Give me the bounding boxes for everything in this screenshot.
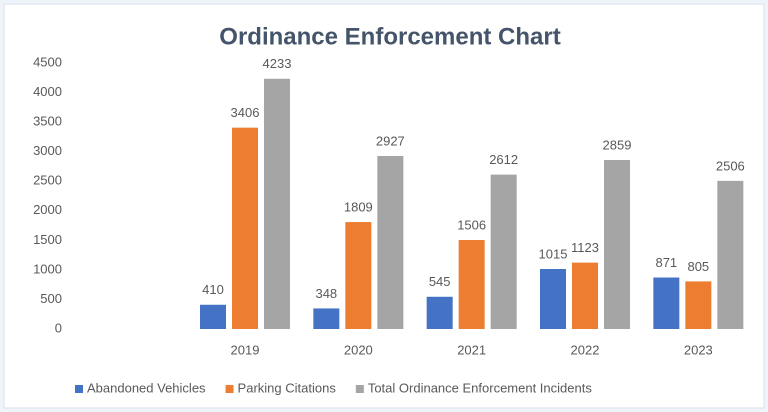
data-label: 1506: [457, 217, 486, 232]
bar: [717, 180, 744, 329]
data-label: 4233: [263, 56, 292, 71]
y-tick-label: 0: [55, 320, 62, 335]
bar: [345, 222, 372, 329]
y-tick-label: 1000: [33, 261, 62, 276]
bar: [264, 78, 290, 329]
y-tick-label: 4000: [33, 84, 62, 99]
y-tick-label: 2000: [33, 202, 62, 217]
data-label: 3406: [231, 105, 260, 120]
legend-label: Abandoned Vehicles: [87, 380, 206, 395]
data-label: 348: [315, 286, 337, 301]
y-tick-label: 500: [40, 291, 62, 306]
bar: [490, 174, 517, 329]
bar: [313, 308, 340, 329]
y-tick-label: 3500: [33, 114, 62, 129]
y-tick-label: 4500: [33, 54, 62, 69]
data-label: 545: [429, 274, 451, 289]
bar: [426, 296, 453, 329]
legend-marker: [355, 385, 364, 393]
bar: [685, 281, 712, 329]
bar: [572, 262, 598, 329]
data-label: 1123: [571, 240, 599, 255]
x-tick-label: 2023: [684, 342, 713, 357]
data-label: 1809: [344, 200, 373, 215]
legend-marker: [75, 385, 83, 393]
data-label: 410: [202, 282, 224, 297]
y-tick-label: 1500: [33, 232, 62, 247]
x-tick-label: 2022: [571, 342, 600, 357]
data-label: 2859: [603, 137, 632, 152]
legend-label: Total Ordinance Enforcement Incidents: [368, 380, 593, 395]
data-label: 871: [655, 255, 677, 270]
legend-label: Parking Citations: [238, 380, 337, 395]
bar: [200, 304, 226, 329]
x-tick-label: 2019: [231, 342, 260, 357]
bar: [377, 155, 404, 329]
y-tick-label: 2500: [33, 173, 62, 188]
data-label: 805: [687, 259, 709, 274]
data-label: 2927: [376, 133, 405, 148]
y-tick-label: 3000: [33, 143, 62, 158]
bar: [232, 127, 258, 329]
bar: [540, 269, 566, 329]
data-label: 1015: [539, 246, 568, 261]
bar: [653, 277, 680, 329]
x-tick-label: 2021: [457, 342, 486, 357]
x-tick-label: 2020: [344, 342, 373, 357]
chart-title: Ordinance Enforcement Chart: [219, 23, 560, 50]
legend-marker: [225, 385, 234, 393]
data-label: 2506: [716, 158, 745, 173]
bar: [458, 239, 485, 329]
data-label: 2612: [489, 152, 518, 167]
bar: [604, 160, 630, 329]
